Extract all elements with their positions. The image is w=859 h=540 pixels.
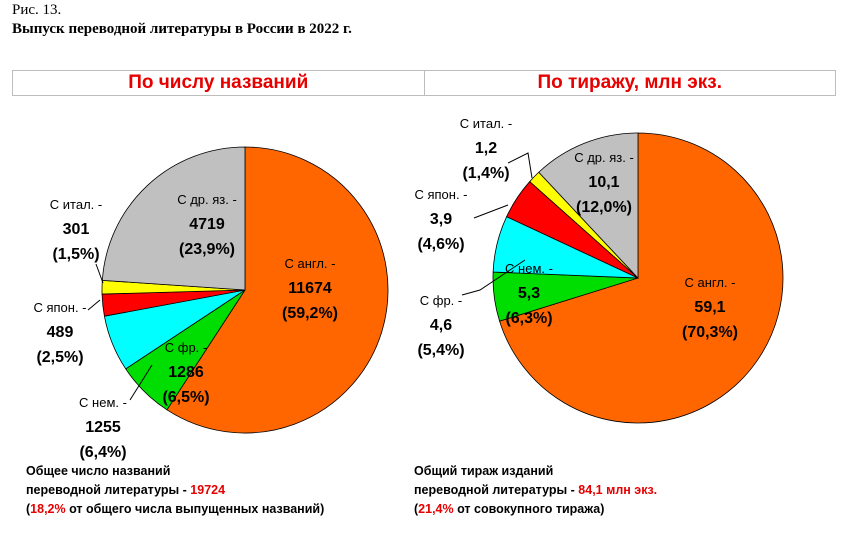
pie1-percent-german: (6,4%)	[79, 444, 126, 461]
right-chart-header: По тиражу, млн экз.	[537, 72, 722, 93]
pie1-percent-japanese: (2,5%)	[36, 349, 83, 366]
pie1-leader-italian	[95, 263, 104, 284]
right-footnote-suffix: от совокупного тиража)	[453, 502, 605, 516]
pie2-percent-french: (5,4%)	[417, 342, 464, 359]
pie2-name-english: С англ. -	[684, 275, 735, 290]
figure-number: Рис. 13.	[12, 2, 62, 18]
pie1-value-french: 1286	[168, 364, 204, 381]
pie1-value-italian: 301	[63, 221, 90, 238]
pie2-percent-italian: (1,4%)	[462, 165, 509, 182]
pie1-slice-other	[101, 146, 246, 291]
pie2-name-italian: С итал. -	[460, 116, 512, 131]
pie2-value-other: 10,1	[588, 174, 619, 191]
pie2-leader-italian	[507, 152, 533, 179]
pie2-value-italian: 1,2	[475, 140, 497, 157]
right-footnote-open: (	[414, 502, 419, 516]
pie1-leader-german	[129, 364, 153, 401]
pie2-name-other: С др. яз. -	[574, 150, 634, 165]
right-footnote-total: 84,1 млн экз.	[578, 483, 658, 497]
pie2-slice-english	[499, 132, 784, 424]
pie1-name-italian: С итал. -	[50, 197, 102, 212]
pie1-name-other: С др. яз. -	[177, 192, 237, 207]
pie1-percent-french: (6,5%)	[162, 389, 209, 406]
left-footnote-open: (	[26, 502, 31, 516]
pie1-percent-english: (59,2%)	[282, 305, 338, 322]
pie2-percent-german: (6,3%)	[505, 310, 552, 327]
right-footnote: Общий тираж изданий переводной литератур…	[414, 462, 657, 519]
pie1-percent-other: (23,9%)	[179, 241, 235, 258]
right-footnote-share: 21,4%	[418, 502, 454, 516]
pie2-name-japanese: С япон. -	[414, 187, 467, 202]
pie2-name-french: С фр. -	[420, 293, 462, 308]
pie1-value-other: 4719	[189, 216, 225, 233]
right-footnote-line3: (21,4% от совокупного тиража)	[414, 500, 657, 519]
pie1-name-french: С фр. -	[165, 340, 207, 355]
pie1-name-german: С нем. -	[79, 395, 127, 410]
pie2-value-french: 4,6	[430, 317, 452, 334]
left-footnote-share: 18,2%	[30, 502, 66, 516]
pie2-value-german: 5,3	[518, 285, 540, 302]
pie2-value-japanese: 3,9	[430, 211, 452, 228]
left-chart-header: По числу названий	[13, 71, 425, 95]
left-footnote-line1: Общее число названий	[26, 464, 171, 478]
left-footnote-suffix: от общего числа выпущенных названий)	[65, 502, 325, 516]
pie-chart-titles	[101, 146, 389, 434]
right-footnote-line2: переводной литературы - 84,1 млн экз.	[414, 481, 657, 500]
pie2-percent-english: (70,3%)	[682, 324, 738, 341]
right-footnote-line1: Общий тираж изданий	[414, 464, 554, 478]
left-footnote: Общее число названий переводной литерату…	[26, 462, 324, 519]
figure-title: Выпуск переводной литературы в России в …	[12, 21, 352, 37]
pie1-value-german: 1255	[85, 419, 121, 436]
chart-headers: По числу названий По тиражу, млн экз.	[12, 70, 836, 96]
pie2-slice-other	[538, 132, 639, 280]
pie2-value-english: 59,1	[694, 299, 725, 316]
pie1-percent-italian: (1,5%)	[52, 246, 99, 263]
pie1-slice-english	[166, 146, 389, 434]
pie1-value-english: 11674	[288, 280, 332, 297]
left-footnote-total: 19724	[190, 483, 226, 497]
pie1-name-english: С англ. -	[284, 256, 335, 271]
pie1-name-japanese: С япон. -	[33, 300, 86, 315]
pie1-value-japanese: 489	[47, 324, 74, 341]
pie2-leader-japanese	[473, 204, 509, 219]
left-footnote-prefix: переводной литературы -	[26, 483, 191, 497]
right-footnote-prefix: переводной литературы -	[414, 483, 579, 497]
pie2-percent-other: (12,0%)	[576, 199, 632, 216]
pie1-leader-japanese	[87, 299, 101, 311]
left-footnote-line2: переводной литературы - 19724	[26, 481, 324, 500]
pie2-leader-french	[461, 259, 526, 296]
pie2-percent-japanese: (4,6%)	[417, 236, 464, 253]
left-footnote-line3: (18,2% от общего числа выпущенных назван…	[26, 500, 324, 519]
pie-chart-circulation	[492, 132, 784, 424]
pie-labels-layer: С англ. - 11674 (59,2%) С фр. - 1286 (6,5%) С …	[33, 116, 738, 461]
